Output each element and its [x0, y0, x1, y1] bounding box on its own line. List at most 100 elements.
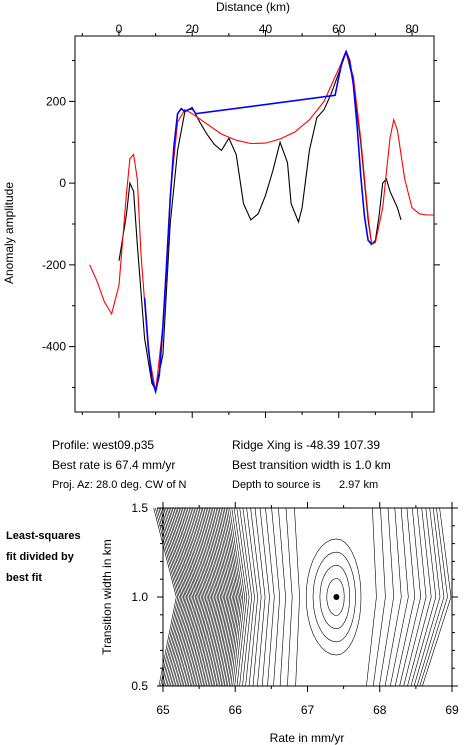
contour-line — [403, 507, 427, 687]
contour-line — [171, 507, 193, 687]
rate-axis-label: Rate in mm/yr — [270, 731, 345, 745]
contour-line — [178, 507, 199, 687]
contour-line — [200, 507, 218, 687]
anomaly-profile-chart: 0 20 40 60 80 -400 -200 0 200 Distance (km) Anom… — [2, 0, 440, 418]
contour-line — [163, 507, 186, 687]
best-fit-point — [333, 594, 340, 600]
rate-tick-label: 69 — [445, 703, 459, 717]
contour-line — [225, 507, 240, 687]
contour-line — [246, 507, 259, 687]
best-rate-label: Best rate is 67.4 mm/yr — [52, 458, 176, 472]
contour-line — [222, 507, 238, 687]
contour-line — [187, 507, 207, 687]
contour-ring — [305, 538, 362, 656]
best-transition-label: Best transition width is 1.0 km — [232, 458, 391, 472]
contour-line — [202, 507, 220, 687]
contour-line — [419, 507, 448, 687]
contour-line — [224, 507, 239, 687]
plot-frame — [74, 35, 435, 413]
contour-line — [156, 507, 180, 687]
contour-line — [205, 507, 223, 687]
contour-line — [265, 507, 275, 687]
width-tick-label: 1.0 — [131, 590, 148, 604]
contour-line — [285, 507, 293, 687]
contour-line — [384, 507, 402, 687]
contour-note-line-1: Least-squares — [6, 530, 81, 542]
contour-line — [215, 507, 232, 687]
contour-line — [390, 507, 409, 687]
contour-line — [158, 507, 182, 687]
contour-line — [278, 507, 286, 687]
contour-line — [198, 507, 217, 687]
contour-line — [399, 507, 422, 687]
series-line-3 — [143, 49, 373, 395]
contour-line — [366, 507, 377, 687]
contour-line — [220, 507, 236, 687]
width-axis-label: Transition width in km — [100, 539, 114, 655]
contour-line — [218, 507, 235, 687]
contour-line — [229, 507, 244, 687]
x-tick-label: 0 — [116, 22, 123, 36]
contour-line — [160, 507, 183, 687]
series-line-2 — [89, 50, 434, 392]
contour-line — [183, 507, 204, 687]
y-tick-label: -200 — [42, 258, 66, 272]
contour-line — [217, 507, 233, 687]
contour-line — [153, 507, 177, 687]
y-tick-label: 200 — [46, 94, 66, 108]
contour-line — [207, 507, 224, 687]
contour-line — [175, 507, 196, 687]
contour-line — [372, 507, 386, 687]
contour-line — [195, 507, 214, 687]
ridge-crossing-label: Ridge Xing is -48.39 107.39 — [232, 438, 381, 452]
depth-value: 2.97 km — [339, 479, 379, 491]
contour-line — [168, 507, 190, 687]
contour-line — [213, 507, 230, 687]
contour-line — [170, 507, 192, 687]
contour-ring — [326, 578, 345, 616]
x-tick-label: 80 — [405, 22, 419, 36]
contour-line — [413, 507, 441, 687]
contour-ring — [312, 551, 356, 643]
width-tick-label: 0.5 — [131, 679, 148, 693]
rate-tick-label: 67 — [301, 703, 315, 717]
contour-line — [155, 507, 179, 687]
contour-line — [379, 507, 395, 687]
contour-line — [254, 507, 266, 687]
contour-line — [231, 507, 246, 687]
contour-line — [203, 507, 221, 687]
contour-line — [239, 507, 253, 687]
contour-line — [407, 507, 432, 687]
contour-line — [236, 507, 250, 687]
contour-line — [208, 507, 226, 687]
rate-tick-label: 65 — [156, 703, 170, 717]
x-tick-label: 60 — [332, 22, 346, 36]
contour-note: Least-squares fit divided by best fit — [6, 526, 81, 589]
width-tick-label: 1.5 — [131, 501, 148, 515]
contour-note-line-3: best fit — [6, 572, 43, 584]
contour-line — [192, 507, 211, 687]
contour-line — [250, 507, 262, 687]
contour-line — [165, 507, 187, 687]
rate-tick-label: 68 — [373, 703, 387, 717]
projection-azimuth-label: Proj. Az: 28.0 deg. CW of N — [52, 479, 187, 491]
contour-line — [188, 507, 208, 687]
contour-line — [161, 507, 185, 687]
y-axis-label: Anomaly amplitude — [2, 182, 16, 284]
contour-line — [212, 507, 229, 687]
contour-line — [185, 507, 205, 687]
contour-line — [182, 507, 202, 687]
contour-line — [197, 507, 215, 687]
contour-line — [233, 507, 248, 687]
contour-line — [271, 507, 281, 687]
x-axis-label: Distance (km) — [216, 0, 290, 14]
x-tick-label: 40 — [259, 22, 273, 36]
profile-label: Profile: west09.p35 — [52, 438, 155, 452]
y-tick-label: -400 — [42, 340, 66, 354]
contour-frame — [162, 507, 453, 687]
contour-line — [166, 507, 189, 687]
contour-line — [193, 507, 213, 687]
contour-line — [176, 507, 198, 687]
contour-line — [416, 507, 445, 687]
